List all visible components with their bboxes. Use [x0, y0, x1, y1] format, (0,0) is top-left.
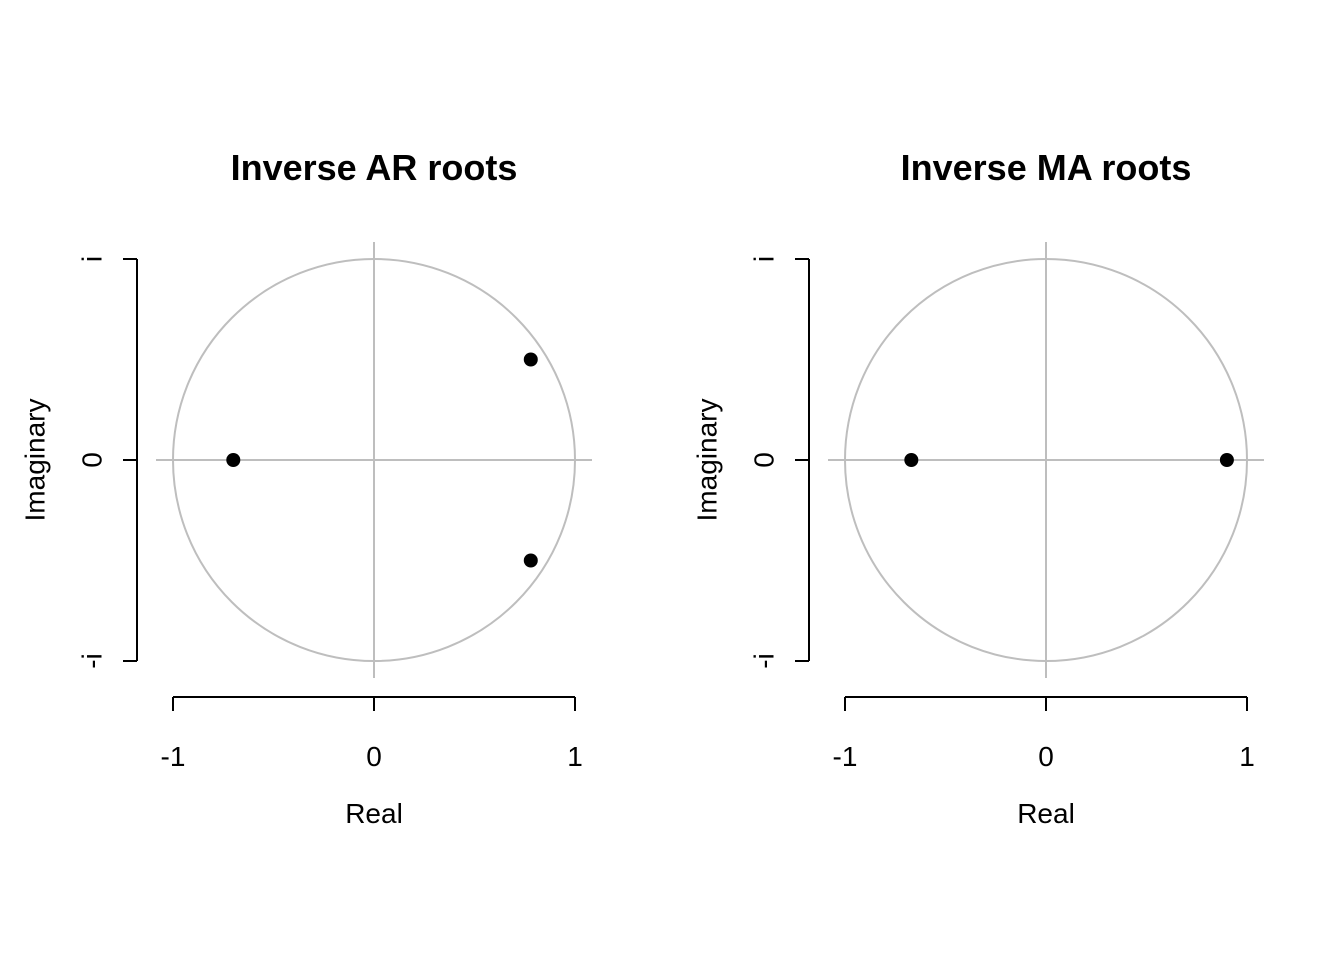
root-point — [523, 553, 538, 568]
x-tick-label: 0 — [1038, 741, 1054, 772]
x-axis-label: Real — [345, 798, 403, 829]
y-axis-label: Imaginary — [20, 399, 51, 522]
x-tick-label: -1 — [833, 741, 858, 772]
y-tick-label: 0 — [749, 452, 780, 468]
y-tick-label: i — [749, 256, 780, 262]
chart-title: Inverse MA roots — [901, 147, 1192, 188]
y-axis-label: Imaginary — [692, 399, 723, 522]
x-tick-label: -1 — [161, 741, 186, 772]
x-tick-label: 0 — [366, 741, 382, 772]
root-point — [1219, 453, 1234, 467]
y-tick-label: -i — [749, 653, 780, 669]
root-point — [904, 453, 919, 467]
y-tick-label: 0 — [77, 452, 108, 468]
chart-title: Inverse AR roots — [231, 147, 518, 188]
y-tick-label: i — [77, 256, 108, 262]
root-point — [226, 453, 241, 467]
x-axis-label: Real — [1017, 798, 1075, 829]
panel-1: Inverse AR roots -1 0 1 Real -i 0 i Imaginary — [20, 147, 592, 829]
y-tick-label: -i — [77, 653, 108, 669]
x-tick-label: 1 — [1239, 741, 1255, 772]
root-point — [523, 352, 538, 367]
panel-2: Inverse MA roots -1 0 1 Real -i 0 i Imaginary — [692, 147, 1264, 829]
x-tick-label: 1 — [567, 741, 583, 772]
